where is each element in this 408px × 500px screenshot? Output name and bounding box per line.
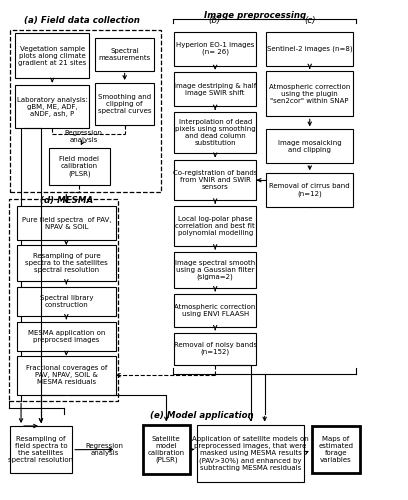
Text: Resampling of
field spectra to
the satellites
spectral resolution: Resampling of field spectra to the satel…: [9, 436, 73, 463]
Text: (e) Model application: (e) Model application: [150, 411, 254, 420]
Text: Image destriping & half
image SWIR shift: Image destriping & half image SWIR shift: [174, 83, 256, 96]
FancyBboxPatch shape: [142, 424, 190, 474]
Text: Satellite
model
calibration
(PLSR): Satellite model calibration (PLSR): [148, 436, 185, 463]
Text: Interpolation of dead
pixels using smoothing
and dead column
substitution: Interpolation of dead pixels using smoot…: [175, 120, 255, 146]
Text: Removal of cirrus band
(n=12): Removal of cirrus band (n=12): [269, 184, 350, 197]
FancyBboxPatch shape: [174, 252, 256, 288]
Text: Maps of
estimated
forage
variables: Maps of estimated forage variables: [318, 436, 353, 463]
FancyBboxPatch shape: [174, 160, 256, 200]
Text: Vegetation sample
plots along climate
gradient at 21 sites: Vegetation sample plots along climate gr…: [18, 46, 86, 66]
FancyBboxPatch shape: [174, 294, 256, 327]
FancyBboxPatch shape: [266, 72, 353, 117]
Text: Regression
analysis: Regression analysis: [64, 130, 102, 143]
Text: Sentinel-2 images (n=8): Sentinel-2 images (n=8): [267, 46, 353, 52]
FancyBboxPatch shape: [266, 130, 353, 163]
Text: Atmospheric correction
using ENVI FLAASH: Atmospheric correction using ENVI FLAASH: [175, 304, 256, 317]
Text: Image preprocessing: Image preprocessing: [204, 11, 306, 20]
FancyBboxPatch shape: [266, 32, 353, 66]
Text: MESMA application on
preprocsed images: MESMA application on preprocsed images: [28, 330, 105, 343]
FancyBboxPatch shape: [17, 356, 115, 395]
Text: Laboratory analysis:
gBM, ME, ADF,
aNDF, ash, P: Laboratory analysis: gBM, ME, ADF, aNDF,…: [17, 96, 88, 116]
Text: (d) MESMA: (d) MESMA: [40, 196, 93, 204]
Text: Removal of noisy bands
(n=152): Removal of noisy bands (n=152): [174, 342, 257, 355]
FancyBboxPatch shape: [17, 206, 115, 240]
Text: Image mosaicking
and clipping: Image mosaicking and clipping: [278, 140, 341, 153]
Text: (b): (b): [208, 16, 220, 25]
FancyBboxPatch shape: [95, 38, 154, 70]
Text: (c): (c): [304, 16, 316, 25]
Text: Regression
analysis: Regression analysis: [86, 444, 124, 456]
Text: Resampling of pure
spectra to the satellites
spectral resolution: Resampling of pure spectra to the satell…: [25, 253, 108, 273]
Text: Image spectral smooth
using a Gaussian filter
(sigma=2): Image spectral smooth using a Gaussian f…: [175, 260, 255, 280]
Text: Co-registration of bands
from VNIR and SWIR
sensors: Co-registration of bands from VNIR and S…: [173, 170, 257, 190]
FancyBboxPatch shape: [49, 148, 110, 185]
Text: Hyperion EO-1 images
(n= 26): Hyperion EO-1 images (n= 26): [176, 42, 254, 56]
FancyBboxPatch shape: [266, 173, 353, 207]
Text: Fractional coverages of
PAV, NPAV, SOIL &
MESMA residuals: Fractional coverages of PAV, NPAV, SOIL …: [26, 365, 107, 385]
Text: Field model
calibration
(PLSR): Field model calibration (PLSR): [60, 156, 100, 176]
Text: Spectral library
construction: Spectral library construction: [40, 295, 93, 308]
FancyBboxPatch shape: [174, 32, 256, 66]
Text: Smoothing and
clipping of
spectral curves: Smoothing and clipping of spectral curve…: [98, 94, 151, 114]
Text: Local log-polar phase
correlation and best fit
polynomial modelling: Local log-polar phase correlation and be…: [175, 216, 255, 236]
Text: (a) Field data collection: (a) Field data collection: [24, 16, 140, 25]
FancyBboxPatch shape: [174, 72, 256, 106]
FancyBboxPatch shape: [174, 333, 256, 364]
FancyBboxPatch shape: [17, 322, 115, 350]
FancyBboxPatch shape: [174, 112, 256, 154]
FancyBboxPatch shape: [17, 245, 115, 281]
FancyBboxPatch shape: [312, 426, 360, 474]
FancyBboxPatch shape: [17, 287, 115, 316]
FancyBboxPatch shape: [10, 426, 72, 474]
Text: Spectral
measurements: Spectral measurements: [98, 48, 151, 61]
FancyBboxPatch shape: [197, 424, 304, 482]
FancyBboxPatch shape: [95, 83, 154, 126]
Text: Atmospheric correction
using the plugin
"sen2cor" within SNAP: Atmospheric correction using the plugin …: [269, 84, 350, 104]
FancyBboxPatch shape: [15, 33, 89, 78]
Text: Pure field spectra  of PAV,
NPAV & SOIL: Pure field spectra of PAV, NPAV & SOIL: [22, 216, 111, 230]
Text: Application of satellite models on
preprocessed images, that were
masked using M: Application of satellite models on prepr…: [192, 436, 309, 470]
FancyBboxPatch shape: [15, 86, 89, 128]
FancyBboxPatch shape: [174, 206, 256, 246]
